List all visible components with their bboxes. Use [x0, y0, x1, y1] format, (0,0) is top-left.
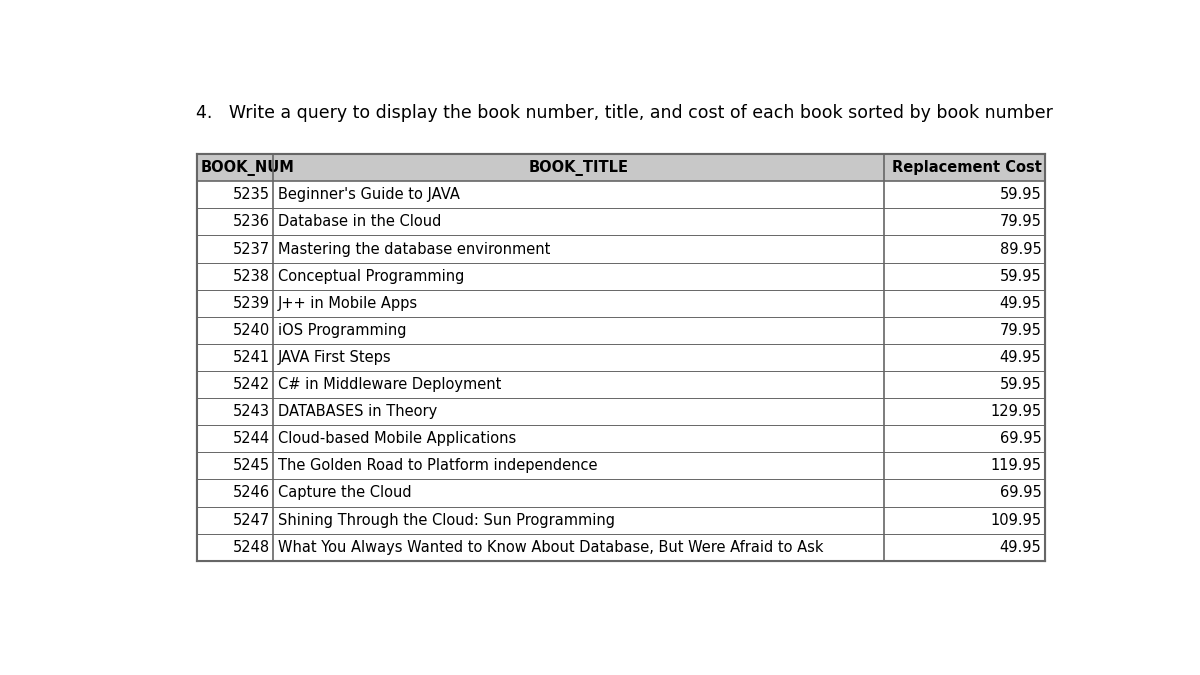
Bar: [197, 425, 1045, 452]
Text: BOOK_NUM: BOOK_NUM: [200, 160, 294, 176]
Text: 59.95: 59.95: [1000, 187, 1042, 202]
Bar: [197, 290, 1045, 317]
Bar: [197, 452, 1045, 479]
Text: Conceptual Programming: Conceptual Programming: [277, 269, 464, 284]
Text: JAVA First Steps: JAVA First Steps: [277, 350, 391, 365]
Text: 49.95: 49.95: [1000, 539, 1042, 555]
Text: 5244: 5244: [233, 431, 270, 446]
Text: 5239: 5239: [233, 296, 270, 310]
Bar: [197, 263, 1045, 290]
Bar: [197, 371, 1045, 398]
Bar: [197, 182, 1045, 209]
Bar: [197, 506, 1045, 534]
Text: Shining Through the Cloud: Sun Programming: Shining Through the Cloud: Sun Programmi…: [277, 512, 614, 528]
Text: What You Always Wanted to Know About Database, But Were Afraid to Ask: What You Always Wanted to Know About Dat…: [277, 539, 823, 555]
Bar: [197, 534, 1045, 561]
Text: iOS Programming: iOS Programming: [277, 323, 406, 338]
Text: J++ in Mobile Apps: J++ in Mobile Apps: [277, 296, 418, 310]
Text: 69.95: 69.95: [1000, 485, 1042, 500]
Text: 49.95: 49.95: [1000, 350, 1042, 365]
Bar: [197, 479, 1045, 506]
Text: Database in the Cloud: Database in the Cloud: [277, 215, 440, 230]
Text: 129.95: 129.95: [990, 404, 1042, 419]
Text: 5247: 5247: [233, 512, 270, 528]
Text: BOOK_TITLE: BOOK_TITLE: [528, 160, 629, 176]
Bar: [197, 398, 1045, 425]
Text: 5246: 5246: [233, 485, 270, 500]
Text: 59.95: 59.95: [1000, 377, 1042, 392]
Text: 5242: 5242: [233, 377, 270, 392]
Text: Mastering the database environment: Mastering the database environment: [277, 242, 550, 256]
Bar: [197, 317, 1045, 344]
Text: 109.95: 109.95: [990, 512, 1042, 528]
Text: 5237: 5237: [233, 242, 270, 256]
Text: 89.95: 89.95: [1000, 242, 1042, 256]
Text: 119.95: 119.95: [990, 458, 1042, 473]
Text: 5248: 5248: [233, 539, 270, 555]
Text: C# in Middleware Deployment: C# in Middleware Deployment: [277, 377, 500, 392]
Text: Capture the Cloud: Capture the Cloud: [277, 485, 412, 500]
Text: DATABASES in Theory: DATABASES in Theory: [277, 404, 437, 419]
Bar: [197, 344, 1045, 371]
Text: 79.95: 79.95: [1000, 323, 1042, 338]
Bar: [197, 236, 1045, 263]
Text: The Golden Road to Platform independence: The Golden Road to Platform independence: [277, 458, 598, 473]
Bar: [197, 209, 1045, 236]
Text: 5235: 5235: [233, 187, 270, 202]
Text: 4.   Write a query to display the book number, title, and cost of each book sort: 4. Write a query to display the book num…: [197, 105, 1054, 122]
Text: 5238: 5238: [233, 269, 270, 284]
Text: 69.95: 69.95: [1000, 431, 1042, 446]
Text: 59.95: 59.95: [1000, 269, 1042, 284]
Text: 5245: 5245: [233, 458, 270, 473]
Text: 49.95: 49.95: [1000, 296, 1042, 310]
Text: Replacement Cost: Replacement Cost: [892, 160, 1042, 176]
Bar: [197, 154, 1045, 182]
Text: Cloud-based Mobile Applications: Cloud-based Mobile Applications: [277, 431, 516, 446]
Text: 79.95: 79.95: [1000, 215, 1042, 230]
Text: Beginner's Guide to JAVA: Beginner's Guide to JAVA: [277, 187, 460, 202]
Text: 5243: 5243: [233, 404, 270, 419]
Text: 5240: 5240: [233, 323, 270, 338]
Text: 5241: 5241: [233, 350, 270, 365]
Text: 5236: 5236: [233, 215, 270, 230]
